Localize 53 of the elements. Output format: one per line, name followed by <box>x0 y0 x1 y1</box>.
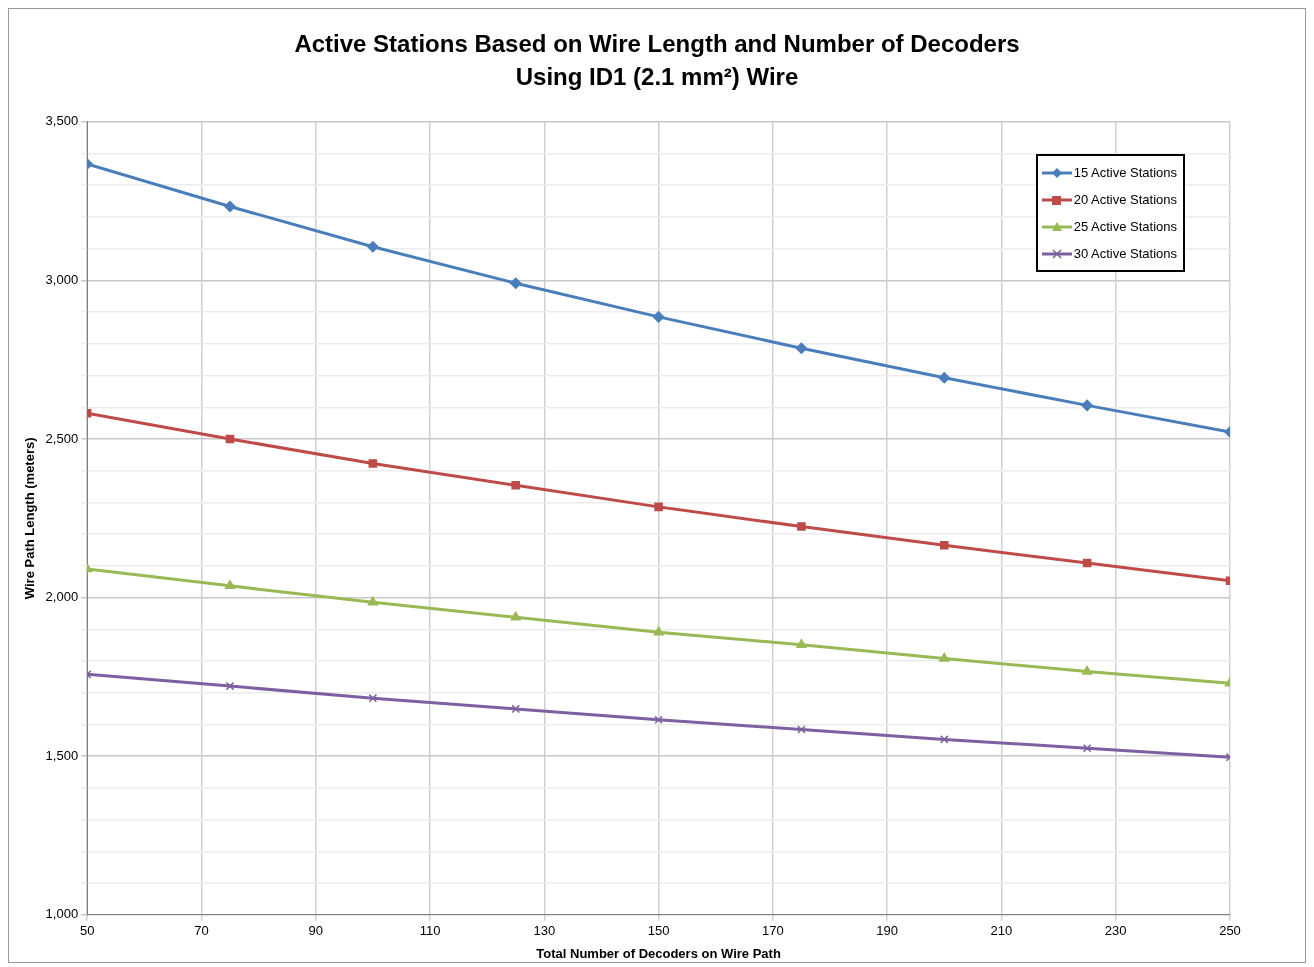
legend-label: 30 Active Stations <box>1073 246 1177 261</box>
x-tick-label: 110 <box>419 923 441 939</box>
point <box>509 277 522 290</box>
point <box>653 626 664 636</box>
legend-label: 15 Active Stations <box>1073 165 1177 180</box>
point <box>368 693 378 703</box>
x-tick-label: 230 <box>1104 923 1127 939</box>
point <box>1082 743 1092 753</box>
y-tick-label: 1,000 <box>45 906 79 922</box>
point <box>940 540 949 550</box>
point <box>225 681 235 691</box>
x-tick-label: 250 <box>1219 923 1241 939</box>
point <box>797 725 806 734</box>
x-axis-title: Total Number of Decoders on Wire Path <box>536 945 781 961</box>
point <box>939 652 950 662</box>
point <box>367 241 379 253</box>
point <box>795 342 808 355</box>
point <box>511 481 520 490</box>
y-tick-label: 2,000 <box>45 589 79 605</box>
x-tick-label: 150 <box>647 923 670 939</box>
point <box>1082 665 1093 675</box>
legend-label: 20 Active Stations <box>1073 192 1177 207</box>
y-axis-title: Wire Path Length (meters) <box>22 437 38 600</box>
point <box>1081 399 1093 412</box>
point <box>940 735 949 744</box>
y-tick-label: 3,500 <box>45 113 79 129</box>
point <box>1082 558 1092 568</box>
point <box>367 596 378 606</box>
y-tick-label: 3,000 <box>45 271 79 287</box>
point <box>654 502 663 512</box>
point <box>652 311 665 323</box>
point <box>796 639 807 649</box>
point <box>224 580 236 590</box>
x-tick-label: 130 <box>533 923 556 939</box>
x-tick-label: 170 <box>762 923 784 939</box>
point <box>511 704 520 714</box>
point <box>224 200 236 213</box>
x-tick-label: 70 <box>194 923 209 939</box>
point <box>368 459 378 468</box>
point <box>797 522 806 531</box>
x-tick-label: 210 <box>990 923 1013 939</box>
chart-subtitle: Using ID1 (2.1 mm²) Wire <box>514 62 800 92</box>
point <box>938 372 951 384</box>
point <box>654 715 663 725</box>
x-tick-label: 50 <box>79 923 95 939</box>
x-tick-label: 190 <box>876 923 898 939</box>
y-tick-label: 2,500 <box>45 430 79 446</box>
point <box>225 434 235 444</box>
x-tick-label: 90 <box>308 923 323 939</box>
point <box>510 611 521 621</box>
chart-title: Active Stations Based on Wire Length and Number of Decoders <box>293 29 1021 59</box>
legend-label: 25 Active Stations <box>1073 219 1177 234</box>
y-tick-label: 1,500 <box>45 747 79 763</box>
